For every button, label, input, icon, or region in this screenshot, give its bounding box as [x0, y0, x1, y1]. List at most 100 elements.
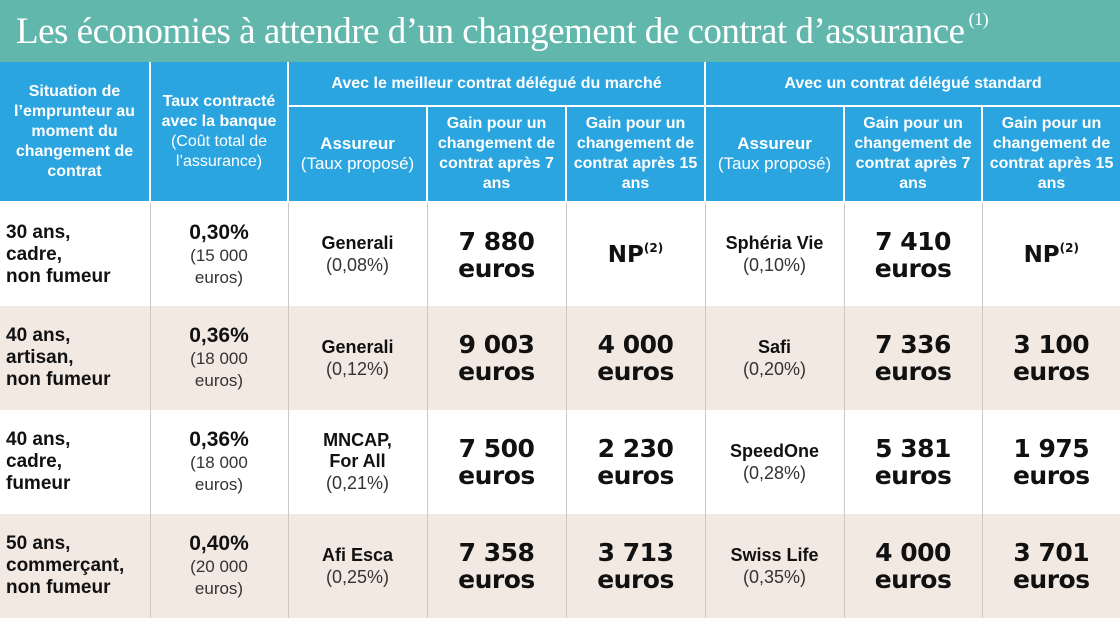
cell-std-gain15: NP(2) [982, 202, 1120, 306]
cell-best-insurer: Generali (0,12%) [288, 306, 428, 410]
insurer-rate: (0,21%) [325, 473, 390, 493]
header-taux-label: Taux contracté avec la banque [161, 92, 277, 130]
table-row: 50 ans, commerçant, non fumeur 0,40% (20 000… [0, 514, 1120, 618]
title-text: Les économies à attendre d’un changement… [16, 11, 965, 52]
header-std-gain7: Gain pour un changement de contrat après… [844, 106, 984, 203]
gain-value: euros [458, 357, 535, 386]
situation-line: artisan, [6, 347, 74, 368]
cell-taux: 0,36% (18 000 euros) [150, 410, 289, 514]
cell-best-gain15: 4 000 euros [566, 306, 706, 410]
cell-best-insurer: Generali (0,08%) [288, 202, 428, 306]
header-best-gain7: Gain pour un changement de contrat après… [427, 106, 567, 203]
gain-value: euros [874, 461, 952, 490]
cell-std-gain7: 5 381 euros [844, 410, 983, 514]
gain-value: euros [1012, 461, 1090, 490]
header-std-gain15: Gain pour un changement de contrat après… [982, 106, 1120, 203]
gain-value: 7 500 [458, 434, 535, 463]
rate-value: 0,36% [189, 428, 249, 451]
footnote-marker: (2) [1059, 241, 1079, 255]
gain-value: 2 230 [597, 434, 674, 463]
insurer-rate: (0,28%) [743, 462, 807, 483]
gain-value: euros [874, 357, 952, 386]
header-std-assureur: Assureur (Taux proposé) [705, 106, 846, 203]
cell-std-gain7: 4 000 euros [844, 514, 983, 618]
header-assureur-label: Assureur [737, 134, 812, 153]
gain-value: 7 410 [875, 226, 951, 256]
table-row: 40 ans, cadre, fumeur 0,36% (18 000 euros) MNC… [0, 410, 1120, 514]
header-assureur-sub: (Taux proposé) [300, 154, 415, 173]
cell-std-insurer: Swiss Life (0,35%) [705, 514, 845, 618]
cell-situation: 50 ans, commerçant, non fumeur [0, 514, 151, 618]
gain-np: NP [1023, 242, 1060, 268]
cell-std-insurer: Safi (0,20%) [705, 306, 845, 410]
gain-value: euros [874, 253, 952, 283]
cost-line: euros) [194, 267, 244, 287]
cell-std-gain15: 3 100 euros [982, 306, 1120, 410]
cell-std-gain7: 7 336 euros [844, 306, 983, 410]
cell-taux: 0,40% (20 000 euros) [150, 514, 289, 618]
gain-value: euros [458, 461, 535, 490]
gain-value: 4 000 [875, 538, 951, 567]
gain-value: euros [458, 565, 535, 594]
insurer-name: Generali [321, 233, 394, 253]
cost-line: (20 000 [190, 557, 248, 576]
gain-value: euros [458, 253, 535, 283]
header-assureur-sub: (Taux proposé) [717, 154, 832, 173]
header-taux-sub: (Coût total de l’assurance) [170, 132, 268, 170]
cell-std-gain7: 7 410 euros [844, 202, 983, 306]
header-group-best: Avec le meilleur contrat délégué du marc… [288, 62, 707, 107]
gain-value: 5 381 [875, 434, 951, 463]
cell-std-insurer: SpeedOne (0,28%) [705, 410, 845, 514]
gain-value: 9 003 [458, 330, 535, 359]
situation-line: non fumeur [6, 577, 111, 598]
gain-value: 4 000 [597, 330, 674, 359]
cost-line: (15 000 [190, 245, 248, 265]
cost-line: euros) [194, 371, 244, 390]
situation-line: non fumeur [6, 265, 111, 287]
insurer-rate: (0,25%) [325, 566, 390, 587]
savings-table: Situation de l’emprunteur au moment du c… [0, 62, 1120, 618]
situation-line: 40 ans, [6, 429, 71, 450]
rate-value: 0,30% [189, 220, 249, 244]
rate-value: 0,36% [189, 324, 249, 347]
gain-value: 7 358 [458, 538, 535, 567]
situation-line: 50 ans, [6, 533, 71, 554]
cell-situation: 40 ans, cadre, fumeur [0, 410, 151, 514]
insurer-name: Sphéria Vie [725, 233, 824, 253]
gain-np: NP [607, 242, 644, 268]
header-group-standard: Avec un contrat délégué standard [705, 62, 1120, 107]
insurer-rate: (0,35%) [743, 566, 807, 587]
insurer-name: Safi [758, 336, 792, 357]
cell-best-gain15: 3 713 euros [566, 514, 706, 618]
gain-value: euros [597, 565, 674, 594]
gain-value: euros [874, 565, 952, 594]
insurer-name: SpeedOne [730, 440, 820, 461]
situation-line: non fumeur [6, 369, 111, 390]
cell-std-gain15: 3 701 euros [982, 514, 1120, 618]
cell-taux: 0,36% (18 000 euros) [150, 306, 289, 410]
insurer-name: Generali [321, 336, 394, 357]
insurer-rate: (0,08%) [325, 255, 390, 275]
gain-value: 3 701 [1013, 538, 1090, 567]
cost-line: (18 000 [190, 349, 248, 368]
situation-line: 40 ans, [6, 325, 71, 346]
cell-taux: 0,30% (15 000 euros) [150, 202, 289, 306]
insurer-rate: (0,20%) [743, 358, 807, 379]
cell-best-gain7: 7 358 euros [427, 514, 567, 618]
header-situation: Situation de l’emprunteur au moment du c… [0, 62, 151, 203]
title-footnote-marker: (1) [968, 9, 989, 29]
cost-line: euros) [194, 579, 244, 598]
gain-value: 7 336 [875, 330, 951, 359]
insurer-rate: (0,10%) [743, 255, 807, 275]
gain-value: 1 975 [1013, 434, 1090, 463]
table-row: 40 ans, artisan, non fumeur 0,36% (18 000 eur… [0, 306, 1120, 410]
header-best-assureur: Assureur (Taux proposé) [288, 106, 428, 203]
insurer-name: Swiss Life [730, 544, 819, 565]
rate-value: 0,40% [189, 532, 249, 555]
cell-best-insurer: MNCAP, For All (0,21%) [288, 410, 428, 514]
gain-value: NP(2) [1023, 241, 1079, 268]
gain-value: euros [1012, 357, 1090, 386]
insurer-rate: (0,12%) [325, 358, 390, 379]
cell-best-gain7: 7 880 euros [427, 202, 567, 306]
gain-value: 3 100 [1013, 330, 1090, 359]
